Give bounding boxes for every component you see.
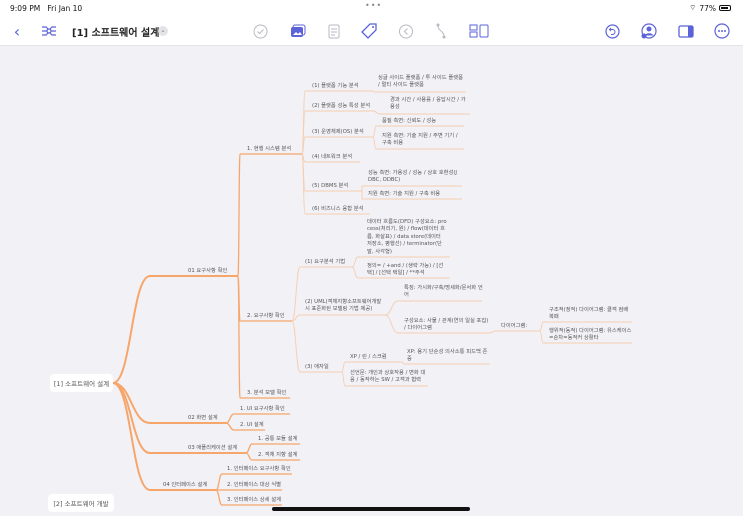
connector-h1_5a bbox=[361, 185, 462, 192]
connector-h2_2 bbox=[291, 314, 385, 322]
topic-h1-5a[interactable]: 성능 측면: 가용성 / 성능 / 상호 호환성(JDBC, ODBC) bbox=[368, 170, 457, 184]
tag-icon[interactable] bbox=[360, 22, 378, 40]
connector-h2_3 bbox=[291, 320, 342, 373]
topic-h2-3a1[interactable]: XP: 용기 단순성 의사소통 피드백 존중 bbox=[407, 349, 488, 363]
connector-h2_2b1a bbox=[539, 321, 632, 332]
topic-h2-3a[interactable]: XP / 린 / 스크럼 bbox=[350, 354, 387, 360]
connector-h2_2b1b bbox=[539, 330, 632, 344]
topic-h2-2[interactable]: (2) UML(객체지향소프트웨어개발시 표준화된 모델링 기법 제공) bbox=[305, 299, 382, 313]
topic-h3[interactable]: 3. 분석 모델 확인 bbox=[247, 390, 287, 396]
topic-h1-4[interactable]: (4) 네트워크 분석 bbox=[312, 154, 353, 160]
sidebar-icon[interactable] bbox=[677, 22, 695, 40]
chevron-down-icon[interactable]: ⌄ bbox=[158, 26, 168, 36]
topic-a03-1[interactable]: 1. 공통 모듈 설계 bbox=[258, 436, 298, 442]
topic-a02-2[interactable]: 2. UI 설계 bbox=[240, 422, 264, 428]
connector-h1_2a bbox=[372, 110, 470, 115]
connector-h2_1a bbox=[351, 256, 450, 268]
topic-h2-2b1b[interactable]: 행위적(동적) 다이어그램: 유스케이스=순차=동적커 상활타 bbox=[549, 328, 632, 342]
connector-h2_2a bbox=[384, 300, 482, 316]
topic-a04-2[interactable]: 2. 인터페이스 대상 식별 bbox=[227, 482, 281, 488]
connector-h2_1 bbox=[291, 266, 352, 322]
topic-a04-3[interactable]: 3. 인터페이스 상세 설계 bbox=[227, 497, 281, 503]
topic-h2-2b1a[interactable]: 구조적(정적) 다이어그램: 클객 컴배 복패 bbox=[549, 307, 629, 321]
connector-h1_1a bbox=[372, 90, 466, 93]
topic-h1-1[interactable]: (1) 플랫폼 기능 분석 bbox=[312, 83, 359, 89]
topic-h2-1a[interactable]: 데이터 흐름도(DFD) 구성요소: process(처리기, 원) / flo… bbox=[367, 219, 447, 255]
multitasking-dots[interactable]: ••• bbox=[365, 1, 383, 10]
image-icon[interactable] bbox=[289, 22, 307, 40]
connector-a02_2 bbox=[225, 422, 265, 431]
topic-h2-1b[interactable]: 정의= / +and / (생략 가능) / [선택] / [선택 택일] / … bbox=[367, 263, 444, 277]
topic-a01[interactable]: 01 요구사항 확인 bbox=[188, 268, 228, 274]
connector-h2_2b bbox=[384, 314, 490, 334]
topic-h1-5[interactable]: (5) DBMS 분석 bbox=[312, 183, 349, 189]
topic-h2-3b[interactable]: 선언문: 개인과 상호작용 / 변화 대응 / 동작하는 SW / 고객과 협력 bbox=[350, 370, 426, 384]
topic-h1-5b[interactable]: 지원 측면: 기술 지원 / 구축 비용 bbox=[368, 191, 441, 197]
root-topic-2[interactable]: [2] 소프트웨어 개발 bbox=[48, 494, 114, 512]
connector-h2_3a1 bbox=[401, 361, 490, 365]
home-indicator[interactable] bbox=[272, 507, 470, 511]
topic-a02[interactable]: 02 화면 설계 bbox=[188, 415, 218, 421]
connector-a04 bbox=[112, 382, 216, 491]
connector-h1 bbox=[237, 153, 302, 277]
connector-h2_3b bbox=[341, 371, 428, 387]
connector-h1_1 bbox=[301, 90, 373, 155]
connector-h3 bbox=[237, 275, 290, 399]
document-title[interactable]: [1] 소프트웨어 설계 bbox=[72, 28, 160, 39]
battery-percent: 77% bbox=[699, 3, 716, 13]
topic-a04[interactable]: 04 인터페이스 설계 bbox=[163, 482, 208, 488]
topic-h1-1a[interactable]: 싱글 사이드 플랫폼 / 투 사이드 플랫폼 / 멀티 사이드 플랫폼 bbox=[378, 75, 463, 89]
connector-a04_3 bbox=[215, 489, 282, 506]
left-arrow-icon[interactable] bbox=[397, 22, 415, 40]
mindmap-canvas[interactable]: 01 요구사항 확인 1. 현행 시스템 분석 (1) 플랫폼 기능 분석 싱글 사이… bbox=[0, 47, 743, 516]
mindmap-icon[interactable] bbox=[40, 22, 58, 40]
connector-h1_6 bbox=[301, 153, 370, 215]
more-icon[interactable] bbox=[713, 22, 731, 40]
battery-icon bbox=[719, 5, 731, 11]
topic-h1-3b[interactable]: 지원 측면: 기술 지원 / 주변 기기 / 구축 비용 bbox=[382, 133, 458, 147]
connector-h1_3b bbox=[372, 136, 464, 150]
topic-h2-2b1[interactable]: 다이어그램: bbox=[501, 323, 528, 329]
status-bar: 9:09 PM Fri Jan 10 ••• ⌔ 77% bbox=[0, 0, 743, 16]
topic-h2-3[interactable]: (3) 애자일 bbox=[305, 364, 329, 370]
root-topic[interactable]: [1] 소프트웨어 설계 bbox=[50, 374, 113, 392]
connector-a01 bbox=[112, 275, 238, 384]
topic-h2-2b[interactable]: 구성요소: 사물 / 관계(연의 일실 포집) / 다이어그램 bbox=[404, 318, 489, 332]
connector-h1_3 bbox=[301, 136, 373, 155]
topic-h1-3a[interactable]: 품질 측면: 신뢰도 / 성능 bbox=[382, 118, 437, 124]
topic-h2-2a[interactable]: 특징: 가시화/구축/명세화/문서화 언어 bbox=[404, 285, 483, 299]
check-icon[interactable] bbox=[251, 22, 269, 40]
collaborate-icon[interactable] bbox=[640, 22, 658, 40]
topic-h2[interactable]: 2. 요구사항 확인 bbox=[247, 313, 285, 319]
topic-a04-1[interactable]: 1. 인터페이스 요구사항 확인 bbox=[227, 466, 291, 472]
topic-h1-6[interactable]: (6) 비즈니스 융합 분석 bbox=[312, 206, 364, 212]
connector-a03_2 bbox=[245, 452, 300, 461]
topic-h1-2[interactable]: (2) 플랫폼 성능 특성 분석 bbox=[312, 103, 371, 109]
note-icon[interactable] bbox=[325, 22, 343, 40]
branch-icon[interactable] bbox=[432, 22, 450, 40]
connector-h2_1b bbox=[351, 266, 450, 279]
mindmap-connectors bbox=[112, 90, 632, 506]
toolbar: ‹ [1] 소프트웨어 설계 ⌄ bbox=[0, 16, 743, 46]
topic-a02-1[interactable]: 1. UI 요구사항 확인 bbox=[240, 406, 285, 412]
connector-h1_3a bbox=[372, 125, 464, 138]
layout-icon[interactable] bbox=[469, 22, 489, 40]
back-icon[interactable]: ‹ bbox=[13, 21, 21, 41]
topic-a03-2[interactable]: 2. 객체 지향 설계 bbox=[258, 452, 298, 458]
topic-a03[interactable]: 03 애플리케이션 설계 bbox=[188, 445, 238, 451]
topic-h2-1[interactable]: (1) 요구분석 기법 bbox=[305, 259, 346, 265]
topic-h1-2a[interactable]: 경과 시간 / 사용률 / 응답시간 / 가용성 bbox=[390, 97, 466, 111]
connector-h2_3a bbox=[341, 361, 402, 373]
undo-icon[interactable] bbox=[603, 22, 621, 40]
connector-h1_5b bbox=[361, 190, 462, 200]
topic-h1[interactable]: 1. 현행 시스템 분석 bbox=[247, 146, 292, 152]
connector-h2_2b1 bbox=[489, 330, 540, 334]
status-right: ⌔ 77% bbox=[689, 3, 731, 13]
wifi-icon: ⌔ bbox=[689, 3, 697, 12]
topic-h1-3[interactable]: (3) 운영체제(OS) 분석 bbox=[312, 129, 364, 135]
status-time: 9:09 PM Fri Jan 10 bbox=[10, 4, 83, 13]
